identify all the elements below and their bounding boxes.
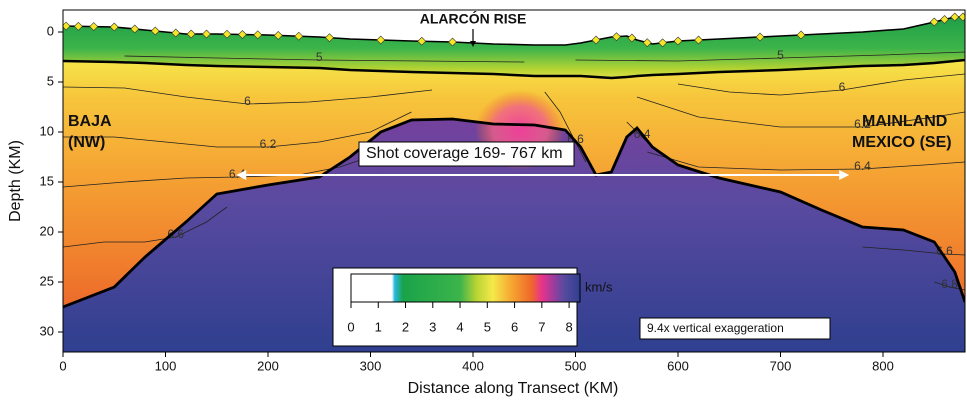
x-tick-label: 600 [667, 358, 689, 373]
colorbar-tick-label: 3 [429, 319, 436, 334]
rise-arrowhead [470, 41, 476, 47]
baja-label-2: (NW) [68, 134, 105, 151]
mainland-label-2: MEXICO (SE) [852, 134, 952, 151]
mantle-area [63, 119, 965, 352]
y-tick-label: 5 [47, 73, 54, 88]
contour-label: 6.8 [941, 277, 958, 291]
contour-line [636, 96, 965, 128]
station [73, 21, 83, 31]
station [376, 35, 386, 45]
contour-line [63, 86, 433, 105]
contour-label: 5 [316, 50, 323, 64]
station [325, 33, 334, 43]
arrowhead-left [236, 170, 247, 180]
station [150, 26, 160, 36]
colorbar-tick-label: 8 [565, 319, 572, 334]
exaggeration-note: 9.4x vertical exaggeration [647, 321, 784, 335]
contour-line [677, 73, 965, 96]
station [658, 38, 668, 48]
rise-label: ALARCÓN RISE [420, 10, 527, 27]
station [950, 12, 960, 22]
station [755, 32, 765, 42]
station [673, 36, 683, 46]
contour-label: 6 [839, 80, 846, 94]
contour-label: 6.2 [854, 117, 871, 131]
station [612, 32, 621, 42]
contour-line [647, 151, 965, 171]
station [694, 35, 703, 45]
baja-label-1: BAJA [68, 113, 112, 130]
x-tick-label: 200 [257, 358, 279, 373]
shot-coverage-label: Shot coverage 169- 767 km [366, 145, 563, 162]
contour-label: 5 [777, 48, 784, 62]
contour-line [63, 111, 412, 148]
x-tick-label: 0 [59, 358, 66, 373]
colorbar-unit: km/s [585, 279, 613, 294]
y-tick-label: 0 [47, 23, 54, 38]
station [448, 37, 457, 47]
station [940, 15, 949, 24]
station [642, 38, 652, 48]
x-tick-label: 500 [565, 358, 587, 373]
station [958, 12, 965, 22]
station [253, 30, 263, 40]
colorbar-tick-label: 0 [347, 319, 354, 334]
station [130, 24, 140, 34]
station [417, 36, 427, 46]
mainland-label-1: MAINLAND [862, 113, 947, 130]
contour-label: 6.6 [167, 227, 184, 241]
water-area [63, 10, 965, 45]
station [171, 28, 181, 38]
station [109, 22, 119, 32]
station [929, 17, 939, 27]
station [627, 33, 637, 43]
colorbar-tick-label: 7 [538, 319, 545, 334]
contour-line [63, 206, 228, 248]
x-axis-label: Distance along Transect (KM) [408, 380, 619, 397]
contour-label: 6.6 [936, 244, 953, 258]
colorbar [350, 273, 581, 303]
colorbar-tick-label: 1 [375, 319, 382, 334]
y-tick-label: 20 [40, 223, 54, 238]
contour-label: 6 [244, 94, 251, 108]
station [591, 35, 601, 45]
colorbar-tick-label: 2 [402, 319, 409, 334]
contour-line [862, 246, 965, 256]
station [222, 29, 232, 39]
station [294, 31, 304, 41]
y-axis-label: Depth (KM) [7, 140, 24, 222]
y-tick-label: 30 [40, 323, 54, 338]
shot-coverage-box [358, 141, 575, 167]
colorbar-tick-label: 6 [511, 319, 518, 334]
x-tick-label: 300 [360, 358, 382, 373]
station [796, 30, 806, 40]
station [89, 22, 99, 32]
x-tick-label: 100 [155, 358, 177, 373]
x-tick-label: 800 [872, 358, 894, 373]
contour-label: 6.4 [854, 159, 871, 173]
y-tick-label: 15 [40, 173, 54, 188]
arrowhead-right [839, 170, 850, 180]
station [237, 30, 247, 39]
contour-line [544, 91, 587, 163]
moho-line [63, 117, 965, 309]
x-tick-label: 700 [770, 358, 792, 373]
contour-line [575, 51, 965, 62]
colorbar-tick-label: 4 [456, 319, 463, 334]
x-tick-label: 400 [462, 358, 484, 373]
y-tick-label: 10 [40, 123, 54, 138]
contour-line [124, 55, 525, 63]
colorbar-tick-label: 5 [484, 319, 491, 334]
station [273, 30, 283, 40]
exaggeration-box [639, 317, 831, 340]
contour-label: 6.2 [260, 137, 277, 151]
station [202, 29, 211, 39]
plot-frame [62, 9, 966, 353]
contour-line [63, 159, 361, 188]
seafloor-line [63, 16, 965, 46]
y-tick-label: 25 [40, 273, 54, 288]
basement-line [63, 58, 965, 80]
station [186, 29, 196, 39]
